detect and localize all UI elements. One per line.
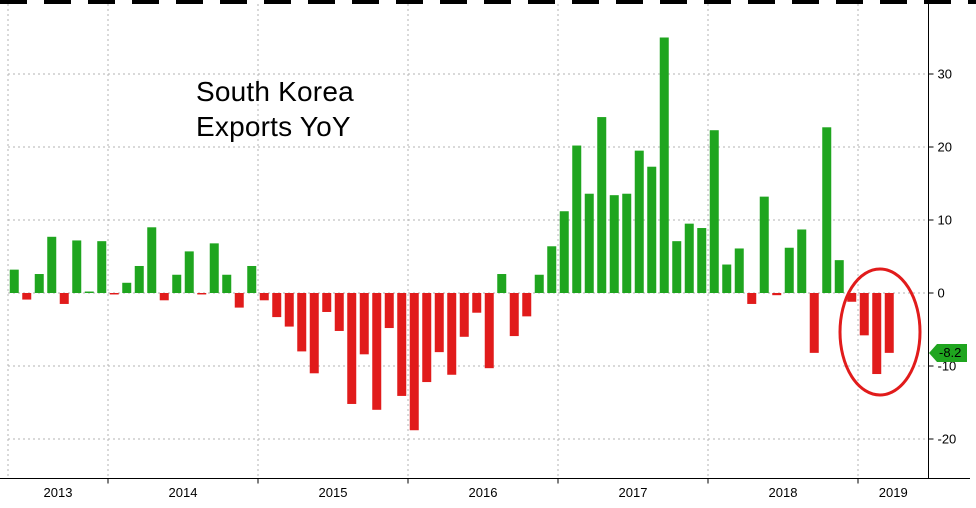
bar-2015-05 bbox=[309, 293, 319, 374]
bar-2013-12 bbox=[97, 241, 107, 293]
bar-2014-11 bbox=[234, 293, 244, 308]
y-tick-label: -10 bbox=[938, 359, 957, 374]
bar-2014-08 bbox=[197, 293, 207, 295]
year-label: 2017 bbox=[619, 485, 648, 500]
bar-2016-10 bbox=[522, 293, 532, 317]
bar-2015-01 bbox=[259, 293, 269, 301]
y-tick-label: 0 bbox=[938, 286, 945, 301]
bar-2014-05 bbox=[159, 293, 169, 301]
bar-2013-05 bbox=[9, 269, 19, 293]
bar-2013-10 bbox=[72, 240, 82, 293]
bar-2016-11 bbox=[534, 274, 544, 293]
bar-2019-03 bbox=[884, 293, 894, 353]
bar-2017-01 bbox=[559, 211, 569, 293]
bar-2018-11 bbox=[834, 260, 844, 293]
bar-2017-03 bbox=[584, 193, 594, 293]
year-label: 2015 bbox=[319, 485, 348, 500]
bar-2019-01 bbox=[859, 293, 869, 336]
bar-2016-04 bbox=[447, 293, 457, 375]
bar-2016-12 bbox=[547, 246, 557, 293]
bar-2018-02 bbox=[722, 264, 732, 293]
tag-value-label: -8.2 bbox=[937, 344, 968, 362]
bar-2017-09 bbox=[659, 37, 669, 293]
bar-2017-06 bbox=[622, 193, 632, 293]
bar-2015-12 bbox=[397, 293, 407, 396]
y-tick-label: 20 bbox=[938, 140, 952, 155]
bar-2017-04 bbox=[597, 117, 607, 293]
bar-2014-10 bbox=[222, 274, 232, 293]
bar-2017-02 bbox=[572, 145, 582, 293]
bar-2017-12 bbox=[697, 228, 707, 293]
bar-2018-12 bbox=[847, 293, 857, 302]
bar-2018-04 bbox=[747, 293, 757, 304]
bar-2018-03 bbox=[734, 248, 744, 293]
bar-2015-09 bbox=[359, 293, 369, 355]
bar-2016-09 bbox=[509, 293, 519, 337]
bar-2015-04 bbox=[297, 293, 307, 352]
bar-2016-06 bbox=[472, 293, 482, 313]
chart-title-line2: Exports YoY bbox=[196, 111, 351, 142]
bar-2019-02 bbox=[872, 293, 882, 375]
bar-2015-08 bbox=[347, 293, 357, 404]
bar-2014-04 bbox=[147, 227, 157, 293]
bar-2018-06 bbox=[772, 293, 782, 296]
bar-2013-08 bbox=[47, 236, 57, 293]
bar-2016-01 bbox=[409, 293, 419, 431]
chart-title-line1: South Korea bbox=[196, 76, 354, 107]
bar-2013-09 bbox=[59, 293, 69, 304]
bar-2016-03 bbox=[434, 293, 444, 353]
bar-2014-09 bbox=[209, 243, 219, 293]
bar-2015-06 bbox=[322, 293, 332, 312]
bar-2018-01 bbox=[709, 130, 719, 293]
bar-2013-06 bbox=[22, 293, 32, 300]
bar-2015-10 bbox=[372, 293, 382, 410]
bar-2013-11 bbox=[84, 291, 94, 293]
bar-2015-03 bbox=[284, 293, 294, 327]
bar-2016-08 bbox=[497, 274, 507, 293]
tag-arrow-icon bbox=[929, 344, 937, 362]
chart-title: South Korea Exports YoY bbox=[196, 74, 354, 144]
y-tick-label: -20 bbox=[938, 432, 957, 447]
bar-2018-10 bbox=[822, 127, 832, 293]
annotation-ellipse bbox=[838, 267, 922, 397]
bar-2014-03 bbox=[134, 265, 144, 293]
bar-2018-08 bbox=[797, 229, 807, 293]
bar-2015-02 bbox=[272, 293, 282, 318]
bar-2017-10 bbox=[672, 241, 682, 293]
bar-2017-05 bbox=[609, 195, 619, 293]
bar-2018-09 bbox=[809, 293, 819, 353]
bar-2018-07 bbox=[784, 247, 794, 293]
bar-2017-11 bbox=[684, 223, 694, 293]
bar-2014-06 bbox=[172, 274, 182, 293]
last-value-tag: -8.2 bbox=[929, 344, 968, 362]
bar-2013-07 bbox=[34, 274, 44, 293]
bar-2014-02 bbox=[122, 282, 132, 293]
bar-2014-12 bbox=[247, 265, 257, 293]
bar-2015-07 bbox=[334, 293, 344, 331]
year-label: 2014 bbox=[169, 485, 198, 500]
bar-2016-05 bbox=[459, 293, 469, 337]
bar-2017-07 bbox=[634, 150, 644, 293]
bar-2015-11 bbox=[384, 293, 394, 329]
bar-2014-01 bbox=[109, 293, 119, 295]
year-label: 2019 bbox=[879, 485, 908, 500]
bar-2017-08 bbox=[647, 166, 657, 293]
year-label: 2013 bbox=[44, 485, 73, 500]
y-tick-label: 10 bbox=[938, 213, 952, 228]
year-label: 2016 bbox=[469, 485, 498, 500]
bar-2018-05 bbox=[759, 196, 769, 293]
bar-2016-07 bbox=[484, 293, 494, 369]
year-label: 2018 bbox=[769, 485, 798, 500]
bar-2014-07 bbox=[184, 251, 194, 293]
y-tick-label: 30 bbox=[938, 67, 952, 82]
bar-2016-02 bbox=[422, 293, 432, 383]
